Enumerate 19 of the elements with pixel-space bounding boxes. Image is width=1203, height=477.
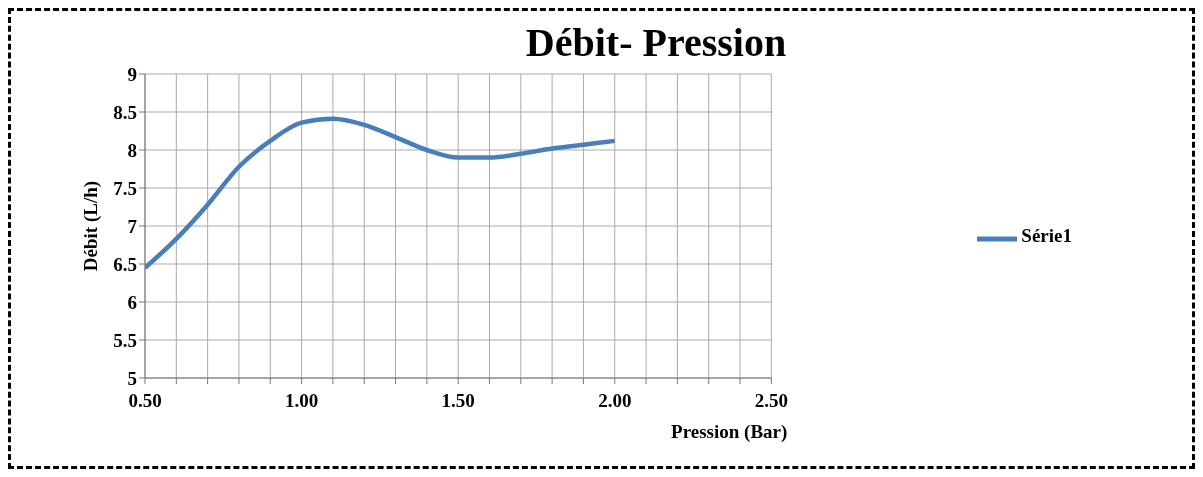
x-tick-label: 1.50 <box>441 390 475 412</box>
y-tick-label: 9 <box>127 63 137 85</box>
x-axis-title: Pression (Bar) <box>671 421 788 443</box>
y-tick-label: 7 <box>127 215 138 237</box>
chart-title: Débit- Pression <box>524 19 788 66</box>
y-tick-label: 6 <box>127 291 137 313</box>
y-tick-label: 6.5 <box>113 253 137 275</box>
y-tick-label: 8.5 <box>113 101 137 123</box>
x-tick-label: 2.00 <box>598 390 632 412</box>
legend-label: Série1 <box>1021 225 1072 247</box>
y-axis-title: Débit (L/h) <box>79 180 102 272</box>
y-tick-label: 8 <box>127 139 137 161</box>
line-series <box>145 116 618 271</box>
x-tick-label: 1.00 <box>284 390 319 412</box>
y-tick-label: 5 <box>127 367 137 389</box>
y-tick-label: 5.5 <box>113 329 137 351</box>
x-tick-label: 2.50 <box>754 390 788 412</box>
x-tick-label: 0.50 <box>128 390 162 412</box>
y-tick-label: 7.5 <box>113 177 137 199</box>
